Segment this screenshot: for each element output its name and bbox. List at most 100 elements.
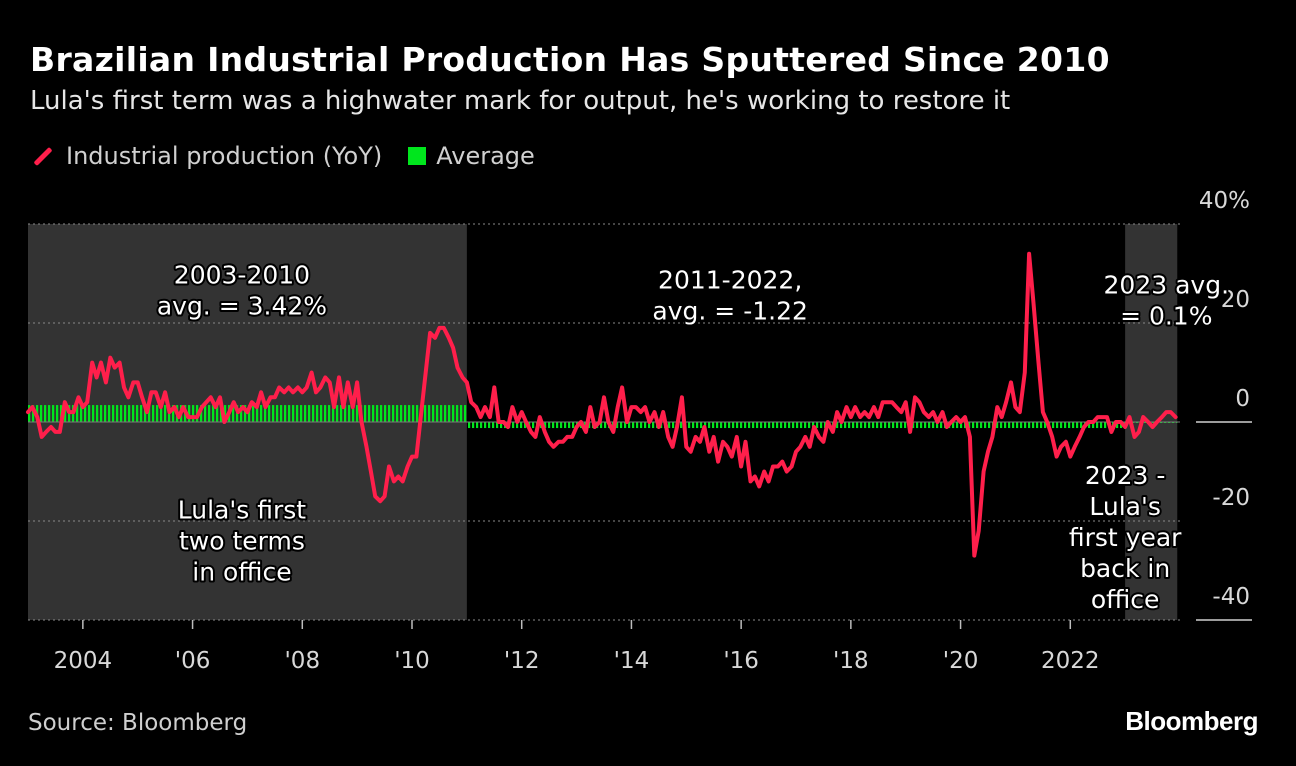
data-point (178, 416, 180, 418)
data-point (521, 411, 523, 413)
data-point (1097, 416, 1099, 418)
data-point (580, 421, 582, 423)
data-point (95, 376, 98, 379)
annotation-3: Lula's first two terms in office (178, 496, 306, 587)
data-point (969, 436, 971, 438)
data-point (950, 421, 952, 423)
annotation-line: 2023 avg. (1104, 270, 1230, 299)
data-point (791, 465, 793, 468)
data-point (964, 416, 966, 418)
data-point (850, 416, 852, 418)
data-point (301, 391, 303, 393)
data-point (210, 396, 212, 398)
data-point (676, 426, 678, 428)
x-tick-label: '16 (723, 648, 759, 674)
data-point (772, 465, 774, 468)
data-point (996, 406, 998, 408)
data-point (173, 406, 176, 408)
data-point (1037, 362, 1040, 364)
data-point (114, 366, 116, 369)
data-point (690, 451, 692, 453)
data-point (932, 411, 934, 413)
data-point (470, 401, 472, 403)
data-point (552, 446, 555, 448)
data-point (891, 401, 893, 403)
data-point (105, 381, 107, 383)
data-point (219, 396, 221, 398)
data-point (91, 362, 93, 364)
data-point (877, 416, 879, 418)
data-point (534, 436, 537, 438)
data-point (1128, 416, 1131, 418)
data-point (685, 446, 687, 448)
data-point (818, 436, 820, 438)
data-point (1092, 421, 1094, 423)
chart-title: Brazilian Industrial Production Has Sput… (30, 40, 1110, 79)
data-point (1170, 411, 1172, 413)
data-point (635, 406, 637, 408)
data-point (452, 347, 454, 349)
data-point (493, 386, 495, 388)
data-point (868, 416, 870, 418)
data-point (429, 332, 431, 334)
data-point (187, 416, 189, 418)
data-point (1165, 411, 1167, 413)
data-point (566, 436, 568, 438)
data-point (109, 357, 111, 359)
data-point (141, 396, 143, 398)
series-line-0 (26, 251, 1178, 558)
data-point (1151, 426, 1154, 428)
data-point (237, 411, 239, 413)
data-point (530, 431, 532, 433)
data-point (809, 446, 811, 448)
data-point (283, 391, 285, 393)
data-point (983, 470, 985, 473)
data-point (315, 391, 317, 393)
data-point (1161, 416, 1163, 418)
data-point (160, 406, 162, 408)
data-point (887, 401, 889, 403)
data-point (575, 426, 578, 428)
data-point (923, 411, 925, 413)
data-point (191, 416, 194, 418)
data-point (456, 366, 459, 369)
data-point (928, 416, 930, 418)
data-point (123, 386, 125, 388)
data-point (182, 406, 184, 408)
legend-line-label: Industrial production (YoY) (66, 142, 383, 170)
data-point (936, 421, 939, 423)
data-point (137, 381, 139, 383)
data-point (50, 426, 52, 428)
data-point (168, 411, 171, 413)
data-point (612, 431, 614, 433)
data-point (256, 406, 258, 408)
data-point (895, 406, 897, 408)
annotation-line: back in (1080, 554, 1170, 583)
data-point (571, 436, 573, 438)
annotation-line: in office (192, 558, 291, 587)
data-point (973, 555, 975, 557)
data-point (726, 446, 729, 448)
data-point (329, 381, 331, 383)
data-point (905, 401, 907, 403)
annotation-4: 2023 -Lula's first year back in office (1069, 461, 1182, 614)
data-point (681, 396, 683, 398)
data-point (278, 386, 280, 388)
data-point (306, 386, 308, 388)
data-point (397, 475, 399, 478)
annotation-line: avg. = -1.22 (652, 296, 807, 325)
x-tick-label: '10 (394, 648, 430, 674)
data-point (722, 441, 724, 443)
data-point (448, 337, 450, 339)
data-point (648, 421, 651, 423)
data-point (736, 436, 738, 438)
data-point (754, 475, 756, 478)
data-point (68, 411, 70, 413)
legend-item-line: Industrial production (YoY) (32, 142, 382, 170)
data-point (589, 406, 591, 408)
data-point (287, 386, 290, 388)
x-tick-label: '08 (284, 648, 320, 674)
data-point (1065, 441, 1067, 443)
y-tick-label: 40% (1199, 188, 1250, 214)
data-point (393, 480, 395, 482)
